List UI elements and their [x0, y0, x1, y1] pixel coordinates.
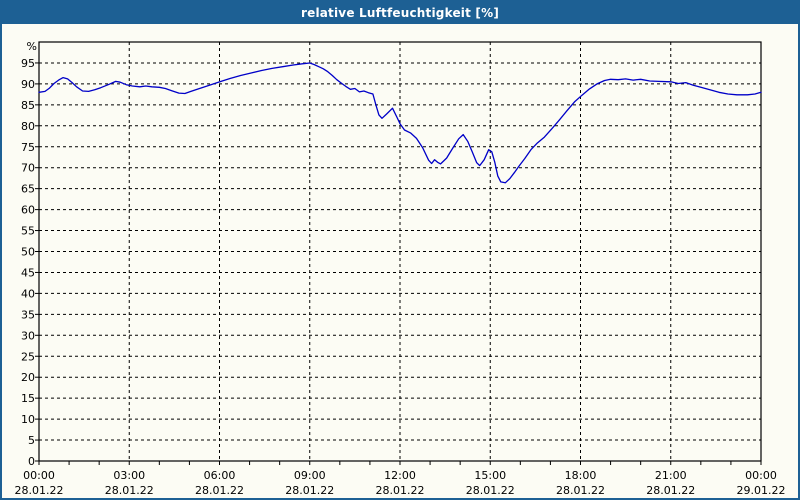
chart-title: relative Luftfeuchtigkeit [%]: [300, 6, 500, 20]
x-tick-date-label: 28.01.22: [466, 484, 515, 497]
y-tick-label: 75: [21, 141, 35, 154]
y-axis-unit-label: %: [27, 40, 37, 53]
x-tick-date-label: 28.01.22: [556, 484, 605, 497]
y-tick-label: 55: [21, 225, 35, 238]
y-tick-label: 40: [21, 287, 35, 300]
y-tick-label: 60: [21, 204, 35, 217]
humidity-series-line: [38, 62, 762, 184]
x-tick-date-label: 28.01.22: [285, 484, 334, 497]
x-tick-time-label: 15:00: [474, 469, 506, 482]
x-tick-time-label: 00:00: [23, 469, 55, 482]
y-tick-label: 5: [28, 434, 35, 447]
x-tick-date-label: 28.01.22: [15, 484, 64, 497]
axis-ticks: [35, 62, 762, 465]
gridlines: [39, 42, 761, 461]
y-tick-label: 70: [21, 162, 35, 175]
x-tick-date-label: 28.01.22: [646, 484, 695, 497]
y-tick-label: 90: [21, 78, 35, 91]
y-tick-label: 85: [21, 99, 35, 112]
y-tick-label: 0: [28, 455, 35, 468]
y-tick-label: 50: [21, 246, 35, 259]
y-tick-label: 25: [21, 350, 35, 363]
y-tick-label: 15: [21, 392, 35, 405]
y-tick-label: 65: [21, 183, 35, 196]
x-tick-date-label: 28.01.22: [376, 484, 425, 497]
x-axis-labels: 00:00 28.01.22 03:00 28.01.22 06:00 28.01.22 0…: [15, 469, 786, 497]
x-tick-time-label: 03:00: [113, 469, 145, 482]
x-tick-time-label: 18:00: [565, 469, 597, 482]
plot-frame: [38, 41, 762, 462]
x-tick-date-label: 28.01.22: [195, 484, 244, 497]
x-tick-date-label: 29.01.22: [737, 484, 786, 497]
x-tick-time-label: 21:00: [655, 469, 687, 482]
x-tick-time-label: 12:00: [384, 469, 416, 482]
y-tick-label: 95: [21, 57, 35, 70]
y-tick-label: 30: [21, 329, 35, 342]
y-tick-label: 80: [21, 120, 35, 133]
y-tick-label: 20: [21, 371, 35, 384]
titlebar: relative Luftfeuchtigkeit [%]: [2, 2, 798, 24]
x-tick-time-label: 00:00: [745, 469, 777, 482]
y-tick-label: 45: [21, 266, 35, 279]
x-tick-date-label: 28.01.22: [105, 484, 154, 497]
x-tick-time-label: 06:00: [204, 469, 236, 482]
x-tick-time-label: 09:00: [294, 469, 326, 482]
y-tick-label: 35: [21, 308, 35, 321]
y-tick-label: 10: [21, 413, 35, 426]
y-axis-labels: 0 5 10 15 20 25 30 35 40 45 50 55 60 65 70 75 80 85 90 95%: [21, 40, 37, 468]
